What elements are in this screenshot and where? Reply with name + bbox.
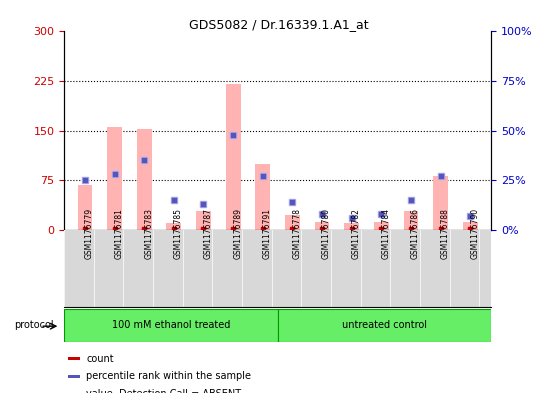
Text: untreated control: untreated control <box>342 320 427 330</box>
Bar <box>285 215 300 230</box>
Point <box>140 157 148 163</box>
Bar <box>463 222 478 230</box>
Text: GDS5082 / Dr.16339.1.A1_at: GDS5082 / Dr.16339.1.A1_at <box>189 18 369 31</box>
Text: GSM1176786: GSM1176786 <box>411 208 420 259</box>
Text: GSM1176785: GSM1176785 <box>174 208 183 259</box>
Point <box>377 226 386 232</box>
Point <box>318 211 326 217</box>
Bar <box>69 375 80 378</box>
Point <box>140 226 148 232</box>
Point <box>466 213 475 219</box>
Point <box>377 211 386 217</box>
Bar <box>137 129 152 230</box>
Bar <box>107 127 122 230</box>
Point <box>407 197 416 203</box>
Point <box>258 226 267 232</box>
Text: percentile rank within the sample: percentile rank within the sample <box>86 371 251 381</box>
Point <box>436 226 445 232</box>
Text: GSM1176791: GSM1176791 <box>263 208 272 259</box>
Point <box>318 211 326 217</box>
Point <box>288 199 297 205</box>
Text: GSM1176783: GSM1176783 <box>144 208 153 259</box>
Text: count: count <box>86 354 114 364</box>
Point <box>110 171 119 178</box>
Point <box>140 157 148 163</box>
Text: value, Detection Call = ABSENT: value, Detection Call = ABSENT <box>86 389 242 393</box>
Point <box>258 173 267 180</box>
Text: GSM1176781: GSM1176781 <box>114 208 123 259</box>
Bar <box>374 222 389 230</box>
Text: GSM1176780: GSM1176780 <box>322 208 331 259</box>
Bar <box>166 223 181 230</box>
Bar <box>403 211 418 230</box>
Point <box>288 199 297 205</box>
Point <box>258 173 267 180</box>
Point <box>80 177 89 184</box>
Bar <box>78 185 92 230</box>
Point <box>436 173 445 180</box>
Point <box>347 215 356 221</box>
Text: GSM1176787: GSM1176787 <box>204 208 213 259</box>
Bar <box>344 223 359 230</box>
Bar <box>256 164 270 230</box>
Text: GSM1176784: GSM1176784 <box>381 208 391 259</box>
Point <box>199 226 208 232</box>
Point <box>347 215 356 221</box>
Bar <box>64 309 277 342</box>
Bar <box>69 357 80 360</box>
Point <box>170 197 179 203</box>
Point <box>466 213 475 219</box>
Point <box>377 211 386 217</box>
Point <box>288 226 297 232</box>
Point <box>110 171 119 178</box>
Point <box>347 226 356 232</box>
Bar <box>196 211 211 230</box>
Point <box>170 226 179 232</box>
Point <box>407 197 416 203</box>
Point <box>170 197 179 203</box>
Point <box>199 201 208 207</box>
Text: protocol: protocol <box>14 320 54 331</box>
Point <box>80 226 89 232</box>
Point <box>199 201 208 207</box>
Text: 100 mM ethanol treated: 100 mM ethanol treated <box>112 320 230 330</box>
Text: GSM1176779: GSM1176779 <box>85 208 94 259</box>
Bar <box>315 222 329 230</box>
Point <box>436 173 445 180</box>
Text: GSM1176788: GSM1176788 <box>441 208 450 259</box>
Point <box>229 132 238 138</box>
Point <box>229 226 238 232</box>
Point <box>229 132 238 138</box>
Text: GSM1176790: GSM1176790 <box>470 208 479 259</box>
Text: GSM1176778: GSM1176778 <box>292 208 301 259</box>
Point <box>466 226 475 232</box>
Point <box>80 177 89 184</box>
Point <box>407 226 416 232</box>
Point <box>110 226 119 232</box>
Text: GSM1176789: GSM1176789 <box>233 208 242 259</box>
Bar <box>277 309 491 342</box>
Point <box>318 226 326 232</box>
Bar <box>226 84 240 230</box>
Bar <box>433 176 448 230</box>
Text: GSM1176782: GSM1176782 <box>352 208 360 259</box>
